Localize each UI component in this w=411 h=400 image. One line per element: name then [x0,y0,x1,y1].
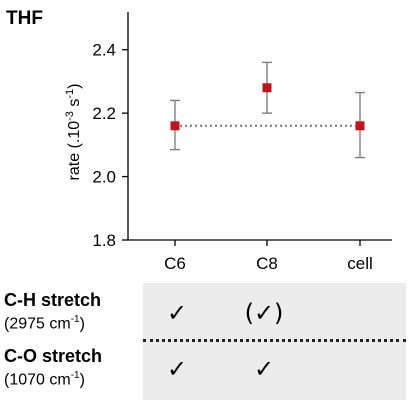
data-point [355,121,365,131]
row-label-co-stretch: C-O stretch (1070 cm-1) [4,346,103,389]
check-in-parentheses-icon: (✓) [244,299,284,327]
y-axis: 1.8 2.0 2.2 2.4 [92,12,129,250]
chart: THF 1.8 2.0 2.2 2.4 C6 C8 cell rate (.10-3 s-… [6,8,392,273]
x-tick-label: cell [347,254,373,273]
plot-area [170,61,365,159]
y-tick-label: 2.4 [92,41,116,60]
row-label-ch-stretch: C-H stretch (2975 cm-1) [4,290,102,333]
x-axis: C6 C8 cell [128,239,392,273]
y-tick-label: 2.2 [92,104,116,123]
x-tick-label: C6 [164,254,186,273]
y-tick-label: 2.0 [92,168,116,187]
y-tick-label: 1.8 [92,231,116,250]
check-icon: ✓ [166,355,188,383]
row-title: C-O stretch [4,346,103,366]
data-point [170,121,180,131]
row-title: C-H stretch [4,290,102,310]
check-icon: ✓ [166,299,188,327]
table-divider [143,339,406,342]
data-point [262,83,272,93]
check-icon: ✓ [253,355,275,383]
y-axis-label: rate (.10-3 s-1) [64,84,83,181]
x-tick-label: C8 [256,254,278,273]
svg-text:rate (.10-3 s-1): rate (.10-3 s-1) [64,84,83,181]
chart-title: THF [6,8,43,29]
row-wavenumber: (2975 cm-1) [4,313,85,333]
row-wavenumber: (1070 cm-1) [4,369,85,389]
